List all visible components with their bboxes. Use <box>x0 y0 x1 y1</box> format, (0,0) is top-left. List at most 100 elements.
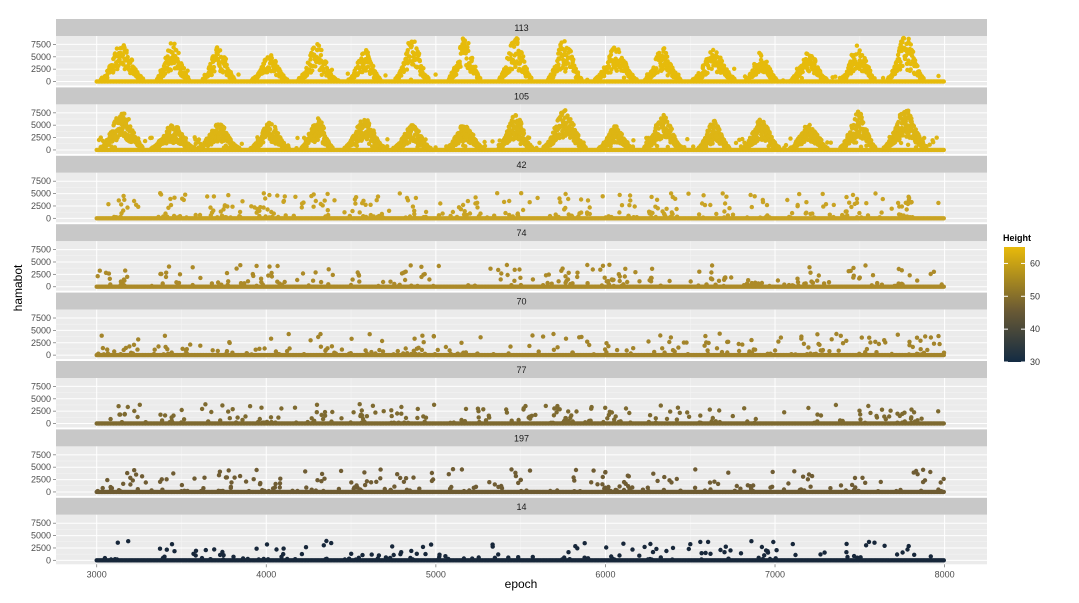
data-point <box>377 76 383 82</box>
data-point <box>920 75 926 81</box>
data-point <box>186 77 192 83</box>
data-point <box>627 69 632 74</box>
data-point <box>936 73 941 79</box>
data-point <box>466 41 471 46</box>
data-point <box>131 130 137 135</box>
y-tick-label: 7500 <box>31 39 51 49</box>
data-point <box>477 76 482 81</box>
data-point <box>645 72 650 77</box>
data-point <box>774 77 779 83</box>
data-point <box>122 111 127 116</box>
data-point <box>833 74 838 79</box>
data-point <box>579 77 584 82</box>
data-point <box>521 54 526 59</box>
data-point <box>529 75 534 81</box>
data-point <box>345 71 350 76</box>
data-point <box>799 75 804 81</box>
data-point <box>660 67 665 72</box>
data-point <box>837 75 843 81</box>
data-point <box>742 74 748 79</box>
data-point <box>908 42 913 47</box>
data-point <box>464 56 469 61</box>
data-point <box>417 58 422 64</box>
data-point <box>758 52 763 57</box>
data-point <box>868 68 873 73</box>
data-point <box>202 72 207 78</box>
data-point <box>168 68 173 73</box>
data-point <box>732 77 737 82</box>
data-point <box>416 129 421 134</box>
data-point <box>813 58 818 63</box>
data-point <box>328 68 333 74</box>
data-point <box>454 72 459 77</box>
data-point <box>310 68 315 73</box>
data-point <box>522 59 527 64</box>
data-point <box>273 59 278 64</box>
data-point <box>601 74 607 79</box>
data-point <box>211 64 217 70</box>
data-point <box>669 126 674 132</box>
data-point <box>407 54 412 59</box>
data-point <box>421 66 426 71</box>
data-point <box>114 46 120 51</box>
data-point <box>128 124 133 129</box>
data-point <box>719 58 725 64</box>
data-point <box>425 77 431 82</box>
data-point <box>399 73 404 78</box>
data-point <box>111 68 116 73</box>
data-point <box>585 77 590 83</box>
data-point <box>516 68 521 73</box>
data-point <box>562 39 567 44</box>
data-point <box>122 45 127 50</box>
data-point <box>900 40 905 45</box>
data-point <box>112 51 118 56</box>
data-point <box>848 71 853 76</box>
data-point <box>508 52 513 57</box>
data-point <box>336 78 341 83</box>
data-point <box>701 70 707 76</box>
data-point <box>824 78 830 83</box>
data-point <box>606 63 611 69</box>
data-point <box>172 41 177 46</box>
data-point <box>619 132 624 137</box>
data-point <box>530 145 535 150</box>
data-point <box>800 69 805 75</box>
data-point <box>794 66 800 72</box>
data-point <box>408 77 414 82</box>
data-point <box>126 117 131 122</box>
data-point <box>714 50 719 55</box>
data-point <box>321 125 326 131</box>
data-point <box>223 56 229 62</box>
data-point <box>140 76 146 81</box>
data-point <box>872 76 877 81</box>
data-point <box>900 63 905 69</box>
facet-panels: 1130250050007500105025005000750042025005… <box>31 19 987 565</box>
data-point <box>324 60 329 65</box>
data-point <box>513 113 519 118</box>
data-point <box>319 72 324 78</box>
data-point <box>185 68 190 73</box>
data-point <box>863 58 869 64</box>
data-point <box>462 38 468 43</box>
facet-strip <box>56 19 987 36</box>
data-point <box>224 62 229 67</box>
data-point <box>207 70 213 75</box>
data-point <box>316 43 322 48</box>
data-point <box>433 72 438 77</box>
data-point <box>404 67 410 72</box>
data-point <box>507 69 512 74</box>
data-point <box>212 69 217 74</box>
data-point <box>854 43 860 48</box>
facet-strip-label: 113 <box>514 23 528 33</box>
data-point <box>221 126 226 132</box>
data-point <box>232 77 237 82</box>
data-point <box>129 70 134 76</box>
data-point <box>319 47 324 53</box>
data-point <box>158 68 163 73</box>
data-point <box>330 145 335 150</box>
data-point <box>568 49 573 54</box>
y-tick-label: 0 <box>46 145 51 155</box>
data-point <box>179 71 184 76</box>
